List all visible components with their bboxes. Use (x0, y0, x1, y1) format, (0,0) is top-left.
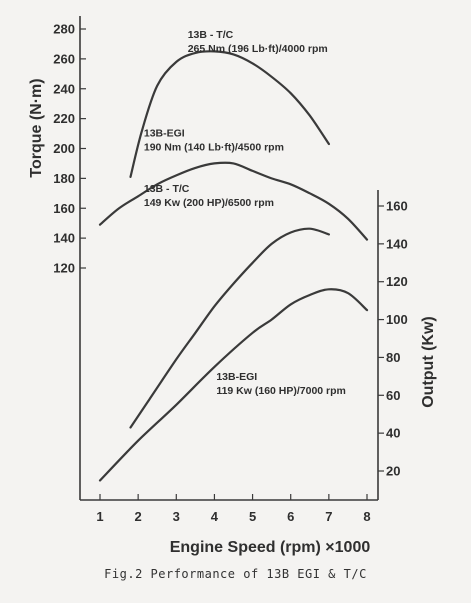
annotation-3-line-1: 13B - T/C (144, 183, 190, 195)
annotation-2-line-2: 190 Nm (140 Lb·ft)/4500 rpm (144, 142, 284, 154)
left-tick-label: 140 (53, 231, 75, 246)
x-tick-label: 8 (363, 509, 370, 524)
x-tick-label: 3 (173, 509, 180, 524)
chart-annotations: 13B - T/C 265 Nm (196 Lb·ft)/4000 rpm 13B-… (144, 29, 346, 397)
right-tick-label: 100 (386, 312, 408, 327)
chart-series (98, 50, 369, 482)
left-tick-label: 200 (53, 141, 75, 156)
annotation-4-line-1: 13B-EGI (216, 371, 257, 383)
annotation-3-line-2: 149 Kw (200 HP)/6500 rpm (144, 197, 274, 209)
right-tick-label: 120 (386, 274, 408, 289)
series-line-3 (129, 227, 330, 429)
left-tick-label: 180 (53, 171, 75, 186)
right-tick-label: 20 (386, 464, 400, 479)
series-line-1 (129, 50, 330, 178)
annotation-2-line-1: 13B-EGI (144, 128, 185, 140)
right-tick-label: 40 (386, 426, 400, 441)
figure-caption: Fig.2 Performance of 13B EGI & T/C (104, 567, 367, 581)
left-tick-label: 220 (53, 111, 75, 126)
right-tick-label: 140 (386, 236, 408, 251)
left-tick-label: 120 (53, 261, 75, 276)
left-axis-title: Torque (N·m) (28, 78, 45, 177)
right-axis-title: Output (Kw) (420, 316, 437, 408)
chart-ticks: 1 2 3 4 5 6 7 8 120 140 160 180 200 220 240 260 280 20 40 6… (53, 22, 407, 525)
x-axis-title: Engine Speed (rpm) ×1000 (170, 539, 371, 556)
annotation-1-line-1: 13B - T/C (188, 29, 234, 41)
x-tick-label: 2 (135, 509, 142, 524)
annotation-4-line-2: 119 Kw (160 HP)/7000 rpm (216, 385, 346, 397)
left-tick-label: 260 (53, 51, 75, 66)
left-tick-label: 160 (53, 201, 75, 216)
series-line-4 (98, 288, 369, 482)
x-tick-label: 1 (96, 509, 103, 524)
left-tick-label: 280 (53, 22, 75, 37)
left-tick-label: 240 (53, 81, 75, 96)
x-tick-label: 4 (211, 509, 219, 524)
annotation-1-line-2: 265 Nm (196 Lb·ft)/4000 rpm (188, 43, 328, 55)
x-tick-label: 6 (287, 509, 294, 524)
series-line-2 (98, 161, 369, 241)
chart-axes (79, 16, 379, 501)
x-tick-label: 5 (249, 509, 256, 524)
right-tick-label: 160 (386, 199, 408, 214)
chart-axis-labels: Engine Speed (rpm) ×1000 Torque (N·m) Outp… (28, 78, 437, 556)
right-tick-label: 80 (386, 350, 400, 365)
x-tick-label: 7 (325, 509, 332, 524)
right-tick-label: 60 (386, 388, 400, 403)
